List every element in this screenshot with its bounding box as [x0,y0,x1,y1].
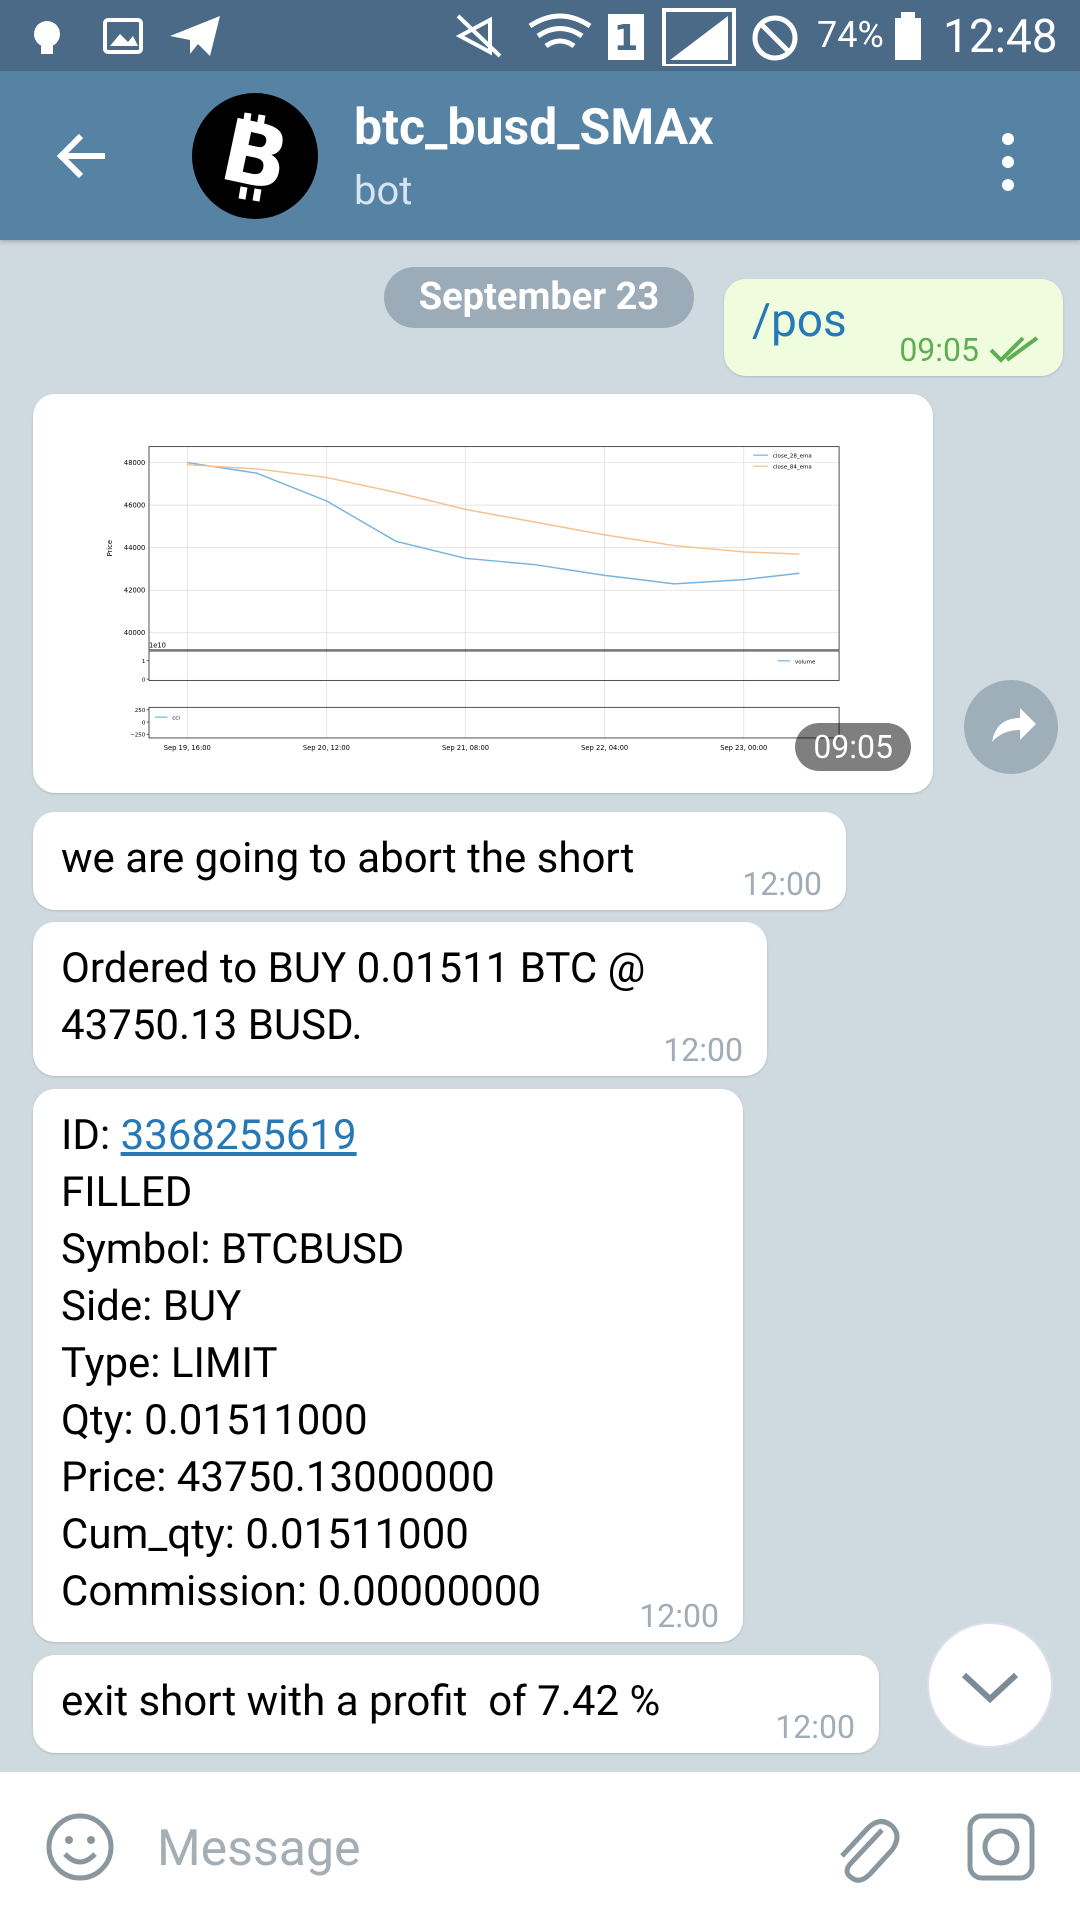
order-id-link[interactable]: 3368255619 [120,1111,357,1160]
panel-frame [148,706,840,739]
photo-time: 09:05 [795,723,911,771]
incoming-message[interactable]: exit short with a profit of 7.42 % 12:00 [33,1655,879,1753]
plot-frame [148,446,840,651]
chat-title[interactable]: btc_busd_SMAx [354,99,714,157]
status-icons-right: 1 [455,8,798,66]
camera-button[interactable] [966,1812,1036,1882]
y-tick-label: 0 [142,720,146,726]
message-list: September 23 /pos 09:05 40000 42000 44000 4… [0,240,1080,1772]
chat-header: B btc_busd_SMAx bot [0,71,1080,240]
x-tick-label: Sep 19, 16:00 [164,744,211,752]
panel-frame [148,650,840,681]
message-text: we are going to abort the short [61,834,635,883]
status-icons [34,16,220,56]
legend-label: close_84_ema [773,465,812,471]
id-label: ID: [61,1111,111,1160]
y-tick-label: −250 [130,733,146,739]
message-input[interactable]: Message [157,1820,361,1878]
x-tick-label: Sep 23, 00:00 [720,744,767,752]
x-tick-label: Sep 22, 04:00 [581,744,628,752]
photo-message[interactable]: 40000 42000 44000 46000 48000 Sep 19, 16:00 Se… [33,394,933,793]
order-line: Symbol: BTCBUSD [61,1225,405,1274]
order-line: Type: LIMIT [61,1339,278,1388]
legend-label: close_28_ema [773,454,812,460]
scroll-down-button[interactable] [926,1621,1054,1749]
message-text: exit short with a profit of 7.42 % [61,1677,661,1726]
order-line: Price: 43750.13000000 [61,1453,495,1502]
plot-background [73,416,882,771]
message-time: 12:00 [742,865,822,903]
series-line [187,461,800,585]
legend-label: cci [172,716,180,722]
incoming-message[interactable]: ID: 3368255619 FILLED Symbol: BTCBUSD Side… [33,1089,743,1642]
order-line: Qty: 0.01511000 [61,1396,368,1445]
clock: 12:48 [943,10,1058,64]
y-tick-label: 250 [135,708,146,714]
y-tick-label: 40000 [124,629,145,637]
x-tick-label: Sep 20, 12:00 [303,744,350,752]
order-line: Side: BUY [61,1282,242,1331]
battery-icon [895,12,921,60]
series-line [187,463,800,555]
date-chip: September 23 [384,267,694,328]
message-time: 12:00 [775,1708,855,1746]
attach-button[interactable] [830,1810,900,1884]
status-bar: 1 74% 12:48 [0,0,1080,71]
chat-subtitle: bot [354,167,413,214]
input-bar: Message [0,1772,1080,1920]
incoming-message[interactable]: Ordered to BUY 0.01511 BTC @ 43750.13 BU… [33,922,767,1076]
offset-label: 1e10 [149,641,166,649]
battery: 74% [817,14,884,56]
message-text: Ordered to BUY 0.01511 BTC @ 43750.13 BU… [61,944,646,1050]
y-tick-label: 48000 [124,459,145,467]
legend-label: volume [795,659,816,665]
share-button[interactable] [964,680,1058,774]
message-time: 09:05 [899,331,979,369]
back-button[interactable] [55,131,109,181]
incoming-message[interactable]: we are going to abort the short 12:00 [33,812,846,910]
y-tick-label: 46000 [124,502,145,510]
y-tick-label: 42000 [124,587,145,595]
order-line: FILLED [61,1168,193,1217]
outgoing-message[interactable]: /pos 09:05 [724,279,1063,376]
order-line: Cum_qty: 0.01511000 [61,1510,469,1559]
x-tick-label: Sep 21, 08:00 [442,744,489,752]
read-ticks [989,336,1039,363]
message-time: 12:00 [663,1031,743,1069]
message-text: /pos [752,294,847,348]
emoji-button[interactable] [45,1812,115,1882]
y-tick-label: 1 [142,659,146,665]
y-tick-label: 44000 [124,544,145,552]
order-line: Commission: 0.00000000 [61,1567,541,1616]
svg-text:1: 1 [613,18,638,59]
y-axis-label: Price [106,540,114,556]
message-time: 12:00 [639,1597,719,1635]
menu-button[interactable] [995,129,1021,195]
y-tick-label: 0 [142,678,146,684]
avatar[interactable]: B [192,93,318,219]
chart-image: 40000 42000 44000 46000 48000 Sep 19, 16:00 Se… [73,416,882,771]
order-details: FILLED Symbol: BTCBUSD Side: BUY Type: LIMI… [61,1164,715,1620]
